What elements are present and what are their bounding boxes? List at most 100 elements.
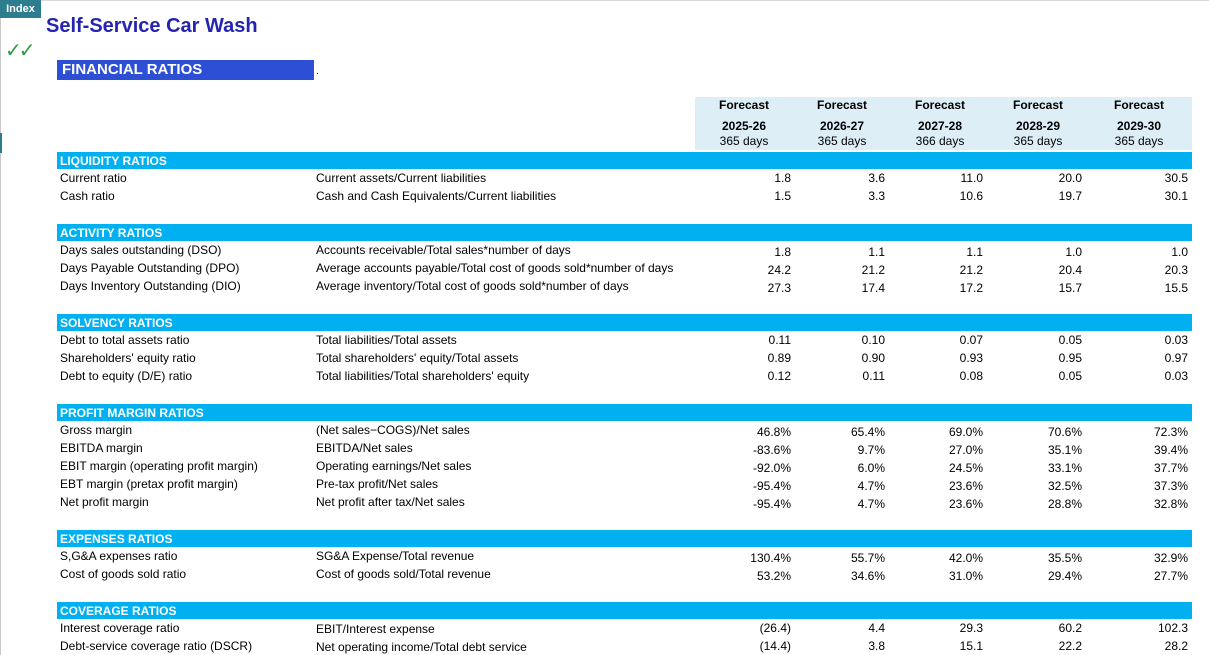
cell-value[interactable]: 15.5	[1164, 281, 1188, 295]
cell-value[interactable]: 69.0%	[948, 425, 983, 439]
cell-value[interactable]: 20.3	[1164, 263, 1188, 277]
cell-value[interactable]: 33.1%	[1047, 461, 1082, 475]
cell-value[interactable]: 29.3	[959, 621, 983, 635]
cell-value[interactable]: 17.2	[959, 281, 983, 295]
cell-value[interactable]: 20.0	[1058, 171, 1082, 185]
cell-value[interactable]: 30.5	[1164, 171, 1188, 185]
row-formula: Total liabilities/Total assets	[316, 333, 457, 347]
cell-value[interactable]: 22.2	[1058, 639, 1082, 653]
cell-value[interactable]: 9.7%	[857, 443, 885, 457]
cell-value[interactable]: 65.4%	[850, 425, 885, 439]
cell-value[interactable]: 20.4	[1058, 263, 1082, 277]
cell-value[interactable]: 21.2	[959, 263, 983, 277]
cell-value[interactable]: -92.0%	[752, 461, 791, 475]
cell-value[interactable]: 10.6	[959, 189, 983, 203]
cell-value[interactable]: 0.03	[1164, 333, 1188, 347]
cell-value[interactable]: 32.8%	[1153, 497, 1188, 511]
cell-value[interactable]: 34.6%	[850, 569, 885, 583]
cell-value[interactable]: 24.2	[767, 263, 791, 277]
cell-value[interactable]: 0.08	[959, 369, 983, 383]
group-header-expenses: EXPENSES RATIOS	[57, 530, 1192, 547]
table-row: Debt to total assets ratio Total liabili…	[0, 331, 1209, 349]
cell-value[interactable]: 31.0%	[948, 569, 983, 583]
cell-value[interactable]: 3.8	[868, 639, 885, 653]
cell-value[interactable]: -95.4%	[752, 479, 791, 493]
cell-value[interactable]: 0.11	[768, 333, 791, 347]
cell-value[interactable]: (26.4)	[759, 621, 791, 635]
row-formula: Accounts receivable/Total sales*number o…	[316, 243, 571, 257]
cell-value[interactable]: 0.11	[862, 369, 885, 383]
column-forecast-label: Forecast	[718, 98, 770, 112]
cell-value[interactable]: -95.4%	[752, 497, 791, 511]
cell-value[interactable]: 29.4%	[1047, 569, 1082, 583]
cell-value[interactable]: 0.95	[1058, 351, 1082, 365]
cell-value[interactable]: 27.0%	[948, 443, 983, 457]
cell-value[interactable]: 0.93	[959, 351, 983, 365]
cell-value[interactable]: -83.6%	[752, 443, 791, 457]
cell-value[interactable]: 0.90	[861, 351, 885, 365]
cell-value[interactable]: 1.0	[1171, 245, 1188, 259]
row-label: Cost of goods sold ratio	[60, 567, 187, 581]
cell-value[interactable]: 4.7%	[857, 479, 885, 493]
cell-value[interactable]: 55.7%	[850, 551, 885, 565]
column-days-label: 365 days	[1013, 134, 1063, 148]
cell-value[interactable]: 23.6%	[948, 479, 983, 493]
cell-value[interactable]: 23.6%	[948, 497, 983, 511]
cell-value[interactable]: 1.8	[774, 171, 791, 185]
cell-value[interactable]: 37.7%	[1153, 461, 1188, 475]
row-label: Gross margin	[60, 423, 133, 437]
cell-value[interactable]: (14.4)	[759, 639, 791, 653]
table-row: Shareholders' equity ratio Total shareho…	[0, 349, 1209, 367]
cell-value[interactable]: 1.8	[774, 245, 791, 259]
cell-value[interactable]: 72.3%	[1153, 425, 1188, 439]
cell-value[interactable]: 42.0%	[948, 551, 983, 565]
cell-value[interactable]: 4.4	[868, 621, 885, 635]
cell-value[interactable]: 46.8%	[756, 425, 791, 439]
cell-value[interactable]: 15.7	[1058, 281, 1082, 295]
cell-value[interactable]: 1.1	[868, 245, 885, 259]
cell-value[interactable]: 1.5	[774, 189, 791, 203]
cell-value[interactable]: 21.2	[861, 263, 885, 277]
cell-value[interactable]: 0.07	[959, 333, 983, 347]
cell-value[interactable]: 4.7%	[857, 497, 885, 511]
cell-value[interactable]: 15.1	[959, 639, 983, 653]
cell-value[interactable]: 17.4	[861, 281, 885, 295]
cell-value[interactable]: 35.5%	[1047, 551, 1082, 565]
table-row: Days Inventory Outstanding (DIO) Average…	[0, 277, 1209, 295]
cell-value[interactable]: 28.2	[1164, 639, 1188, 653]
cell-value[interactable]: 0.10	[861, 333, 885, 347]
cell-value[interactable]: 3.6	[868, 171, 885, 185]
cell-value[interactable]: 130.4%	[750, 551, 791, 565]
cell-value[interactable]: 1.0	[1065, 245, 1082, 259]
column-year-label: 2026-27	[819, 119, 865, 133]
checkmark-icon: ✓✓	[5, 40, 35, 62]
cell-value[interactable]: 3.3	[868, 189, 885, 203]
cell-value[interactable]: 60.2	[1058, 621, 1082, 635]
cell-value[interactable]: 0.05	[1058, 369, 1082, 383]
cell-value[interactable]: 102.3	[1157, 621, 1188, 635]
cell-value[interactable]: 39.4%	[1153, 443, 1188, 457]
index-tab-button[interactable]: Index	[0, 0, 41, 18]
cell-value[interactable]: 27.7%	[1153, 569, 1188, 583]
cell-value[interactable]: 1.1	[966, 245, 983, 259]
cell-value[interactable]: 0.05	[1058, 333, 1082, 347]
cell-value[interactable]: 24.5%	[948, 461, 983, 475]
cell-value[interactable]: 28.8%	[1047, 497, 1082, 511]
cell-value[interactable]: 11.0	[960, 171, 983, 185]
cell-value[interactable]: 0.12	[767, 369, 791, 383]
cell-value[interactable]: 19.7	[1058, 189, 1082, 203]
cell-value[interactable]: 37.3%	[1153, 479, 1188, 493]
cell-value[interactable]: 53.2%	[756, 569, 791, 583]
column-days-label: 365 days	[719, 134, 769, 148]
cell-value[interactable]: 70.6%	[1047, 425, 1082, 439]
cell-value[interactable]: 0.97	[1164, 351, 1188, 365]
cell-value[interactable]: 0.03	[1164, 369, 1188, 383]
cell-value[interactable]: 6.0%	[857, 461, 885, 475]
cell-value[interactable]: 32.9%	[1153, 551, 1188, 565]
cell-value[interactable]: 0.89	[767, 351, 791, 365]
cell-value[interactable]: 32.5%	[1047, 479, 1082, 493]
cell-value[interactable]: 27.3	[767, 281, 791, 295]
cell-value[interactable]: 35.1%	[1047, 443, 1082, 457]
cell-value[interactable]: 30.1	[1164, 189, 1188, 203]
row-formula: EBIT/Interest expense	[316, 622, 435, 636]
